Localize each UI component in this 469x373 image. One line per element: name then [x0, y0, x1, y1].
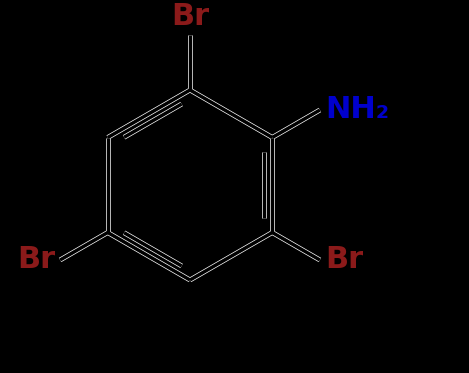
Text: Br: Br	[17, 245, 55, 275]
Text: NH₂: NH₂	[325, 95, 389, 125]
Text: Br: Br	[325, 245, 363, 275]
Text: Br: Br	[171, 2, 209, 31]
